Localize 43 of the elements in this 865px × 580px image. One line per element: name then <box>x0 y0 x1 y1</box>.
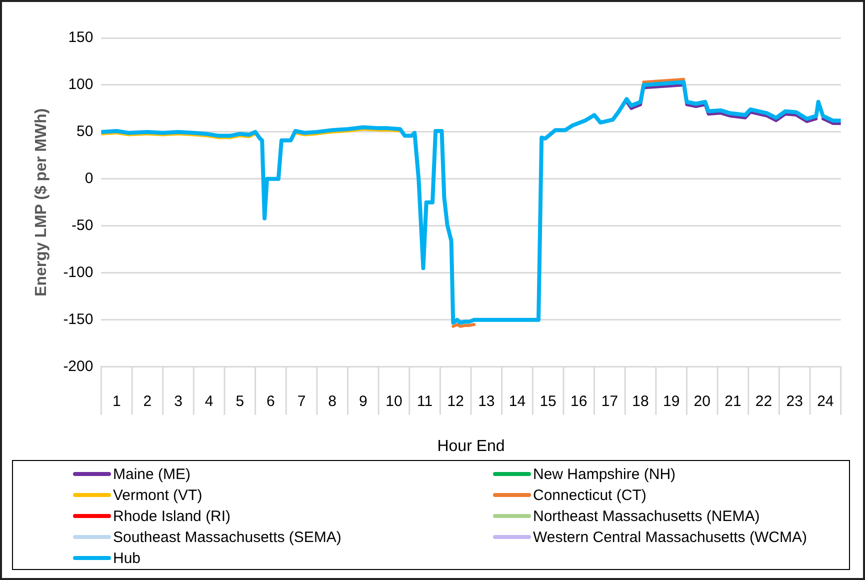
x-tick-label: 14 <box>508 392 526 410</box>
x-tick-label: 7 <box>297 392 306 410</box>
legend-label: Northeast Massachusetts (NEMA) <box>533 508 760 524</box>
x-tick-label: 21 <box>724 392 742 410</box>
x-tick-label: 12 <box>447 392 464 410</box>
x-tick-label: 19 <box>662 392 680 410</box>
y-tick-label: -150 <box>63 310 94 328</box>
legend-label: Western Central Massachusetts (WCMA) <box>533 528 807 546</box>
legend-label: Vermont (VT) <box>113 486 202 504</box>
y-axis-title: Energy LMP ($ per MWh) <box>33 108 50 296</box>
x-tick-label: 9 <box>358 392 368 410</box>
y-tick-label: 150 <box>68 29 94 46</box>
x-tick-label: 5 <box>236 392 244 410</box>
x-tick-label: 8 <box>328 392 337 410</box>
y-tick-label: -200 <box>63 358 94 375</box>
y-tick-label: -100 <box>63 264 94 281</box>
y-tick-label: 100 <box>68 76 94 94</box>
y-tick-label: 50 <box>76 123 94 140</box>
legend-label: New Hampshire (NH) <box>533 466 676 482</box>
legend-label: Connecticut (CT) <box>533 486 646 504</box>
x-tick-label: 2 <box>143 392 152 410</box>
x-tick-label: 24 <box>817 392 834 410</box>
legend-label: Maine (ME) <box>113 466 191 482</box>
legend-label: Rhode Island (RI) <box>113 508 231 524</box>
legend-label: Southeast Massachusetts (SEMA) <box>113 528 342 546</box>
y-tick-label: -50 <box>72 217 94 234</box>
legend-label: Hub <box>113 550 141 566</box>
x-tick-label: 1 <box>112 392 121 410</box>
x-tick-label: 20 <box>694 392 710 410</box>
x-tick-label: 3 <box>174 392 182 410</box>
x-tick-label: 23 <box>786 392 803 410</box>
x-tick-label: 4 <box>204 392 214 410</box>
x-tick-label: 15 <box>540 392 556 410</box>
x-tick-label: 6 <box>266 392 275 410</box>
x-tick-label: 16 <box>570 392 588 410</box>
x-axis-title: Hour End <box>437 438 505 455</box>
x-tick-label: 13 <box>478 392 495 410</box>
x-tick-label: 17 <box>601 392 618 410</box>
x-tick-label: 22 <box>755 392 772 410</box>
x-tick-label: 18 <box>632 392 649 410</box>
x-tick-label: 10 <box>386 392 402 410</box>
y-tick-label: 0 <box>84 170 94 188</box>
x-tick-label: 11 <box>417 392 433 410</box>
